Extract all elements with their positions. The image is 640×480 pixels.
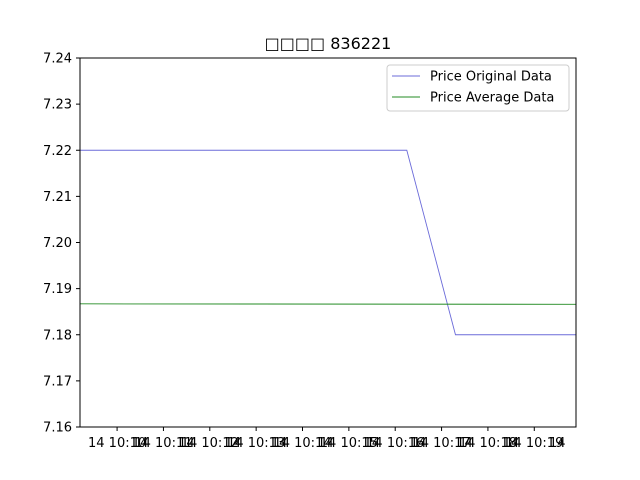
x-tick-label: 14 10:14 [273, 436, 331, 451]
x-tick-label: 14 10:16 [366, 436, 424, 451]
x-tick-label: 14 10:13 [227, 436, 285, 451]
x-tick-label: 14 10:12 [181, 436, 239, 451]
y-tick-label: 7.20 [43, 236, 72, 251]
x-tick-label: 14 10:10 [88, 436, 146, 451]
x-tick-label: 14 10:18 [459, 436, 517, 451]
x-tick-label: 14 10:11 [134, 436, 192, 451]
legend-label-1: Price Original Data [430, 70, 552, 85]
legend-label-2: Price Average Data [430, 91, 554, 106]
plot-frame [79, 57, 577, 428]
x-tick-overlay-label: 14 [271, 436, 288, 451]
x-tick-overlay-label: 14 [503, 436, 520, 451]
y-tick-label: 7.18 [43, 328, 72, 343]
legend-box [386, 64, 570, 112]
x-tick-label: 14 10:15 [320, 436, 378, 451]
axes: 7.16 7.17 7.18 7.19 7.20 7.21 7.22 7.23 7.24 14 1… [43, 52, 577, 451]
y-tick-label: 7.19 [43, 282, 72, 297]
chart-title: □□□□ 836221 [265, 34, 392, 53]
y-tick-label: 7.17 [43, 374, 72, 389]
x-tick-overlay-label: 14 [317, 436, 334, 451]
x-tick-overlay-label: 14 [410, 436, 427, 451]
x-tick-overlay-label: 14 [364, 436, 381, 451]
x-tick-overlay-label: 14 [178, 436, 195, 451]
y-tick-label: 7.23 [43, 98, 72, 113]
y-tick-label: 7.16 [43, 421, 72, 436]
y-tick-label: 7.21 [43, 190, 72, 205]
plot-area [80, 149, 576, 336]
x-tick-label: 14 10:19 [505, 436, 563, 451]
x-tick-overlay-label: 14 [549, 436, 566, 451]
y-tick-label: 7.22 [43, 144, 72, 159]
x-tick-overlay-label: 14 [225, 436, 242, 451]
x-tick-label: 14 10:17 [412, 436, 470, 451]
series-line-1 [80, 149, 576, 336]
y-tick-label: 7.24 [43, 52, 72, 67]
x-tick-overlay-label: 14 [456, 436, 473, 451]
legend: Price Original Data Price Average Data [386, 64, 570, 112]
x-tick-overlay-label: 14 [132, 436, 149, 451]
